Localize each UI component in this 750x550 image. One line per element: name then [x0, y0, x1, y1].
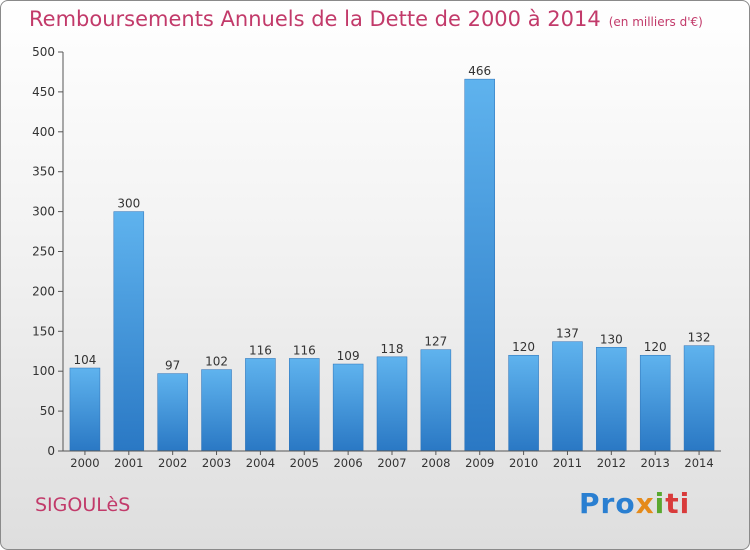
logo-part-4: ti: [665, 487, 691, 520]
bar: [552, 341, 583, 452]
bar-value-label: 137: [556, 327, 579, 341]
y-tick-label: 100: [32, 364, 55, 378]
chart-subtitle: (en milliers d'€): [608, 15, 703, 29]
bar: [639, 354, 671, 452]
bar-value-label: 132: [688, 331, 711, 345]
x-tick-label: 2013: [641, 456, 670, 470]
chart-title-text: Remboursements Annuels de la Dette de 20…: [29, 7, 601, 31]
bar: [201, 369, 232, 452]
bar-value-label: 466: [468, 64, 491, 78]
x-tick-label: 2009: [465, 456, 494, 470]
bar-value-label: 120: [644, 340, 667, 354]
bar: [245, 358, 276, 452]
x-tick-label: 2003: [202, 456, 231, 470]
y-axis: 0 50 100 150 200 250 300 350 400 450 500: [32, 45, 64, 458]
chart-title: Remboursements Annuels de la Dette de 20…: [29, 7, 703, 31]
bar: [69, 367, 101, 452]
bar: [464, 78, 495, 452]
x-tick-label: 2000: [70, 456, 99, 470]
x-tick-label: 2002: [158, 456, 187, 470]
bar-value-label: 120: [512, 340, 535, 354]
bar-value-label: 116: [293, 343, 316, 357]
x-tick-label: 2008: [421, 456, 450, 470]
y-tick-label: 200: [32, 284, 55, 298]
bar-value-label: 118: [381, 342, 404, 356]
logo-part-3: i: [654, 487, 666, 520]
y-tick-label: 400: [32, 125, 55, 139]
bar: [113, 211, 145, 452]
x-tick-label: 2001: [114, 456, 143, 470]
bar: [157, 373, 188, 452]
logo-part-2: x: [635, 487, 655, 520]
y-tick-label: 350: [32, 165, 55, 179]
bar: [683, 345, 715, 452]
x-tick-label: 2006: [333, 456, 362, 470]
y-tick-label: 450: [32, 85, 55, 99]
proxiti-logo: Proxiti: [579, 487, 690, 520]
x-axis: 2000 2001 2002 2003 2004 2005 2006 2007 2008 2009…: [63, 450, 721, 470]
bar: [508, 354, 539, 452]
y-tick-label: 500: [32, 45, 55, 59]
bar: [596, 347, 627, 452]
bar-value-label: 116: [249, 343, 272, 357]
bar-value-label: 97: [165, 359, 180, 373]
bar: [332, 363, 364, 452]
y-tick-label: 250: [32, 245, 55, 259]
logo-part-1: Pro: [579, 487, 636, 520]
bar: [420, 349, 452, 452]
bar-value-label: 300: [117, 197, 140, 211]
bar-value-label: 104: [73, 353, 96, 367]
x-tick-label: 2004: [246, 456, 275, 470]
x-tick-label: 2014: [684, 456, 713, 470]
y-tick-label: 150: [32, 324, 55, 338]
bar-value-label: 127: [424, 335, 447, 349]
bars: 104 300 97 102 116 116 109 118 127 466 120 137 130 12…: [69, 64, 715, 452]
y-tick-label: 50: [40, 404, 55, 418]
y-tick-label: 300: [32, 205, 55, 219]
x-tick-label: 2005: [290, 456, 319, 470]
x-tick-label: 2010: [509, 456, 538, 470]
bar-value-label: 102: [205, 355, 228, 369]
y-tick-label: 0: [47, 444, 55, 458]
bar: [289, 358, 320, 452]
bar: [376, 356, 408, 452]
commune-name: SIGOULèS: [35, 494, 131, 516]
x-tick-label: 2012: [597, 456, 626, 470]
bar-value-label: 130: [600, 332, 623, 346]
x-tick-label: 2011: [553, 456, 582, 470]
bar-value-label: 109: [337, 349, 360, 363]
x-tick-label: 2007: [377, 456, 406, 470]
